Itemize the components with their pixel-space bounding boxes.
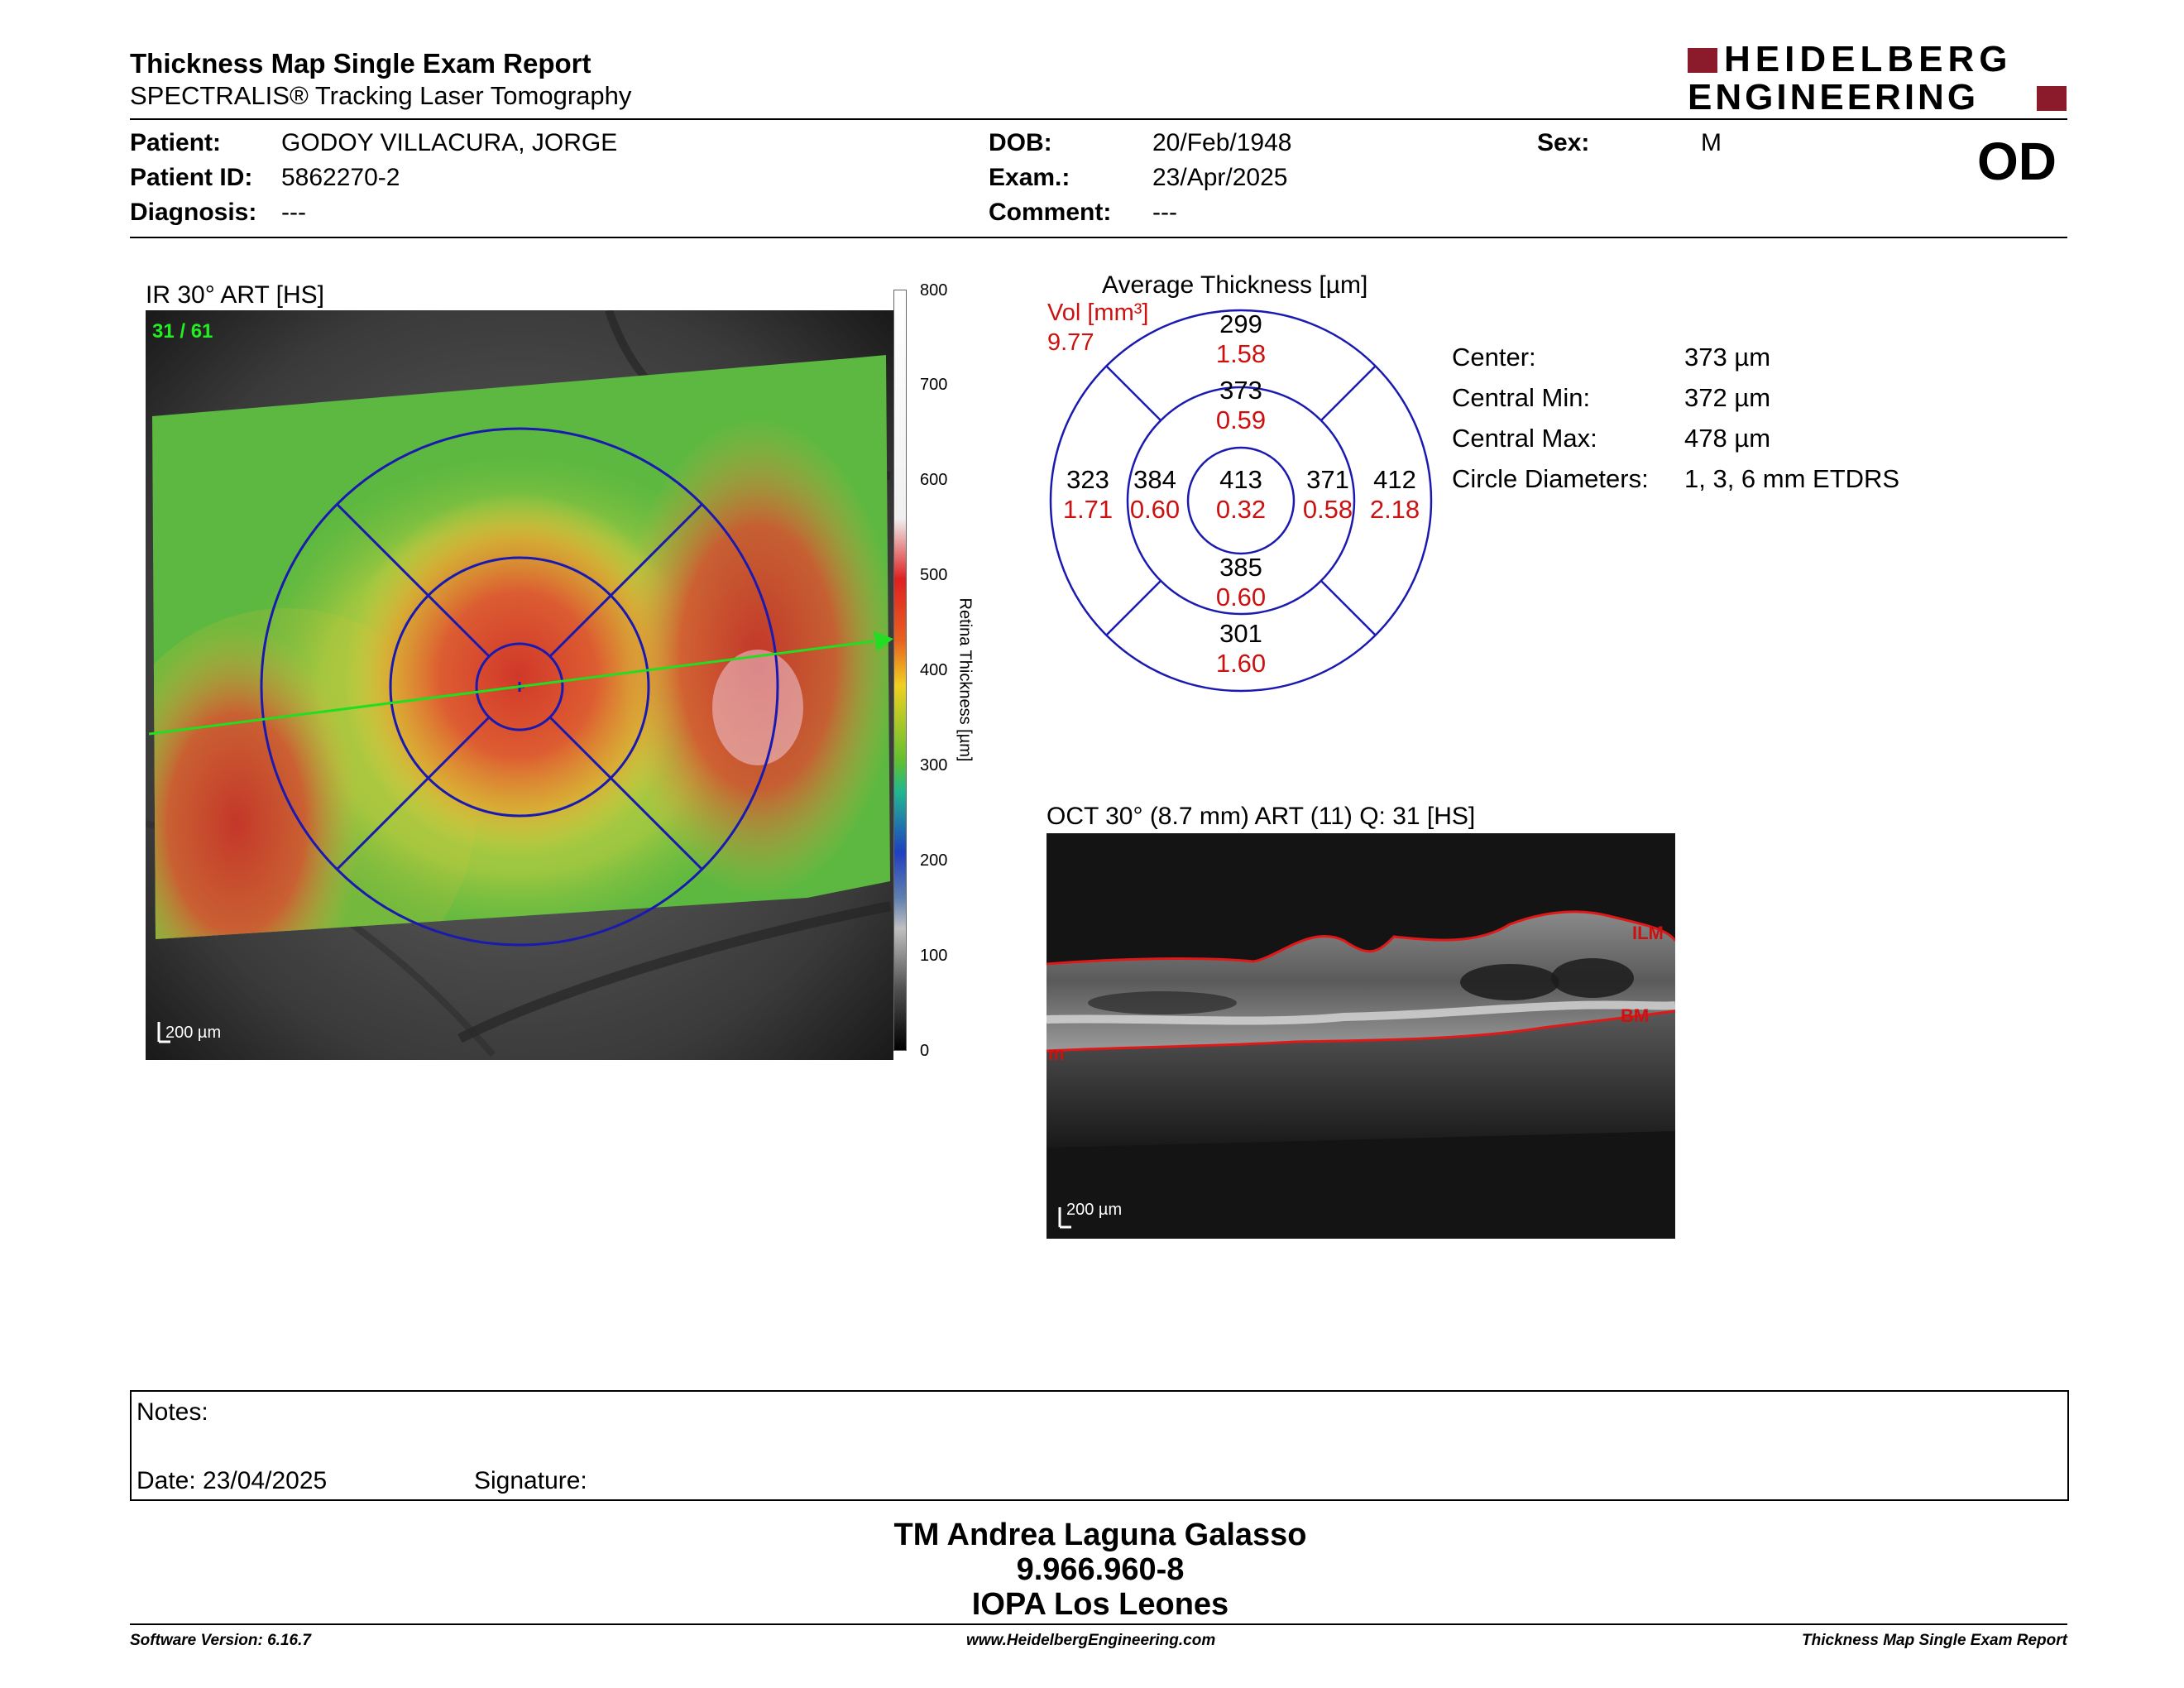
colorbar-tick: 600 bbox=[920, 471, 948, 489]
oct-bscan-svg bbox=[1046, 833, 1675, 1239]
volume-label: Vol [mm³] bbox=[1047, 300, 1149, 326]
report-subtitle: SPECTRALIS® Tracking Laser Tomography bbox=[130, 81, 632, 110]
etdrs-outer-left-volume: 1.71 bbox=[1062, 495, 1114, 524]
etdrs-outer-top-thickness: 299 bbox=[1219, 309, 1262, 338]
sex-label: Sex: bbox=[1537, 129, 1590, 156]
etdrs-inner-top-thickness: 373 bbox=[1219, 376, 1262, 405]
stat-central-min-value: 372 µm bbox=[1684, 383, 1771, 412]
signer-name: TM Andrea Laguna Galasso bbox=[893, 1518, 1307, 1552]
stat-central-max-value: 478 µm bbox=[1684, 424, 1771, 453]
colorbar-tick: 500 bbox=[920, 566, 948, 584]
colorbar-tick: 300 bbox=[920, 756, 948, 774]
etdrs-inner-bottom-thickness: 385 bbox=[1219, 553, 1262, 582]
etdrs-outer-left-thickness: 323 bbox=[1066, 465, 1109, 494]
etdrs-inner-top-volume: 0.59 bbox=[1215, 405, 1267, 434]
thickness-colorbar bbox=[893, 290, 907, 1051]
bm-line bbox=[1046, 1009, 1675, 1053]
oct-scale-label: 200 µm bbox=[1066, 1201, 1123, 1219]
stat-circle-diameters-label: Circle Diameters: bbox=[1452, 464, 1649, 493]
ir-thickness-map: 31 / 61 200 µm bbox=[144, 309, 893, 1060]
bm-label: BM bbox=[1621, 1005, 1650, 1026]
sex-value: M bbox=[1701, 129, 1722, 156]
exam-label: Exam.: bbox=[989, 164, 1070, 191]
ilm-line bbox=[1046, 910, 1675, 966]
dob-value: 20/Feb/1948 bbox=[1152, 129, 1292, 156]
ir-image-title: IR 30° ART [HS] bbox=[146, 281, 324, 309]
patient-name: GODOY VILLACURA, JORGE bbox=[281, 129, 618, 156]
ilm-label: ILM bbox=[1632, 923, 1664, 943]
website-link[interactable]: www.HeidelbergEngineering.com bbox=[966, 1632, 1216, 1649]
exam-value: 23/Apr/2025 bbox=[1152, 164, 1288, 191]
etdrs-center-volume: 0.32 bbox=[1215, 495, 1267, 524]
etdrs-center-thickness: 413 bbox=[1219, 465, 1262, 494]
oct-edge-mark: m bbox=[1048, 1043, 1065, 1064]
patient-label: Patient: bbox=[130, 129, 222, 156]
scan-line-arrow bbox=[148, 640, 874, 736]
colorbar-tick: 100 bbox=[920, 947, 948, 965]
notes-label: Notes: bbox=[136, 1398, 208, 1426]
etdrs-title: Average Thickness [µm] bbox=[1102, 271, 1368, 299]
footer-divider bbox=[130, 1623, 2067, 1625]
patient-id: 5862270-2 bbox=[281, 164, 400, 191]
patient-divider bbox=[130, 237, 2067, 238]
stat-central-min-label: Central Min: bbox=[1452, 383, 1591, 412]
heidelberg-logo: HEIDELBERG ENGINEERING bbox=[1688, 41, 2068, 117]
oct-image-title: OCT 30° (8.7 mm) ART (11) Q: 31 [HS] bbox=[1046, 803, 1476, 830]
etdrs-inner-left-thickness: 384 bbox=[1133, 465, 1176, 494]
dob-label: DOB: bbox=[989, 129, 1052, 156]
comment-label: Comment: bbox=[989, 199, 1112, 226]
etdrs-inner-bottom-volume: 0.60 bbox=[1215, 583, 1267, 611]
etdrs-inner-right-thickness: 371 bbox=[1306, 465, 1349, 494]
colorbar-axis-label: Retina Thickness [µm] bbox=[956, 597, 975, 762]
stat-central-max-label: Central Max: bbox=[1452, 424, 1597, 453]
etdrs-outer-right-volume: 2.18 bbox=[1369, 495, 1420, 524]
diagnosis-value: --- bbox=[281, 199, 306, 226]
colorbar-tick: 700 bbox=[920, 376, 948, 394]
header-divider bbox=[130, 118, 2067, 120]
etdrs-outer-right-thickness: 412 bbox=[1373, 465, 1416, 494]
stat-center-value: 373 µm bbox=[1684, 343, 1771, 372]
volume-total: 9.77 bbox=[1047, 329, 1094, 356]
signature-label: Signature: bbox=[474, 1467, 587, 1494]
etdrs-outer-top-volume: 1.58 bbox=[1215, 339, 1267, 368]
frame-counter: 31 / 61 bbox=[152, 320, 213, 343]
signer-place: IOPA Los Leones bbox=[971, 1587, 1229, 1622]
etdrs-inner-right-volume: 0.58 bbox=[1302, 495, 1353, 524]
etdrs-inner-left-volume: 0.60 bbox=[1129, 495, 1181, 524]
diagnosis-label: Diagnosis: bbox=[130, 199, 257, 226]
eye-laterality: OD bbox=[1977, 132, 2057, 191]
colorbar-tick: 400 bbox=[920, 661, 948, 679]
signer-id: 9.966.960-8 bbox=[1016, 1552, 1185, 1587]
patient-id-label: Patient ID: bbox=[130, 164, 253, 191]
notes-date: Date: 23/04/2025 bbox=[136, 1467, 328, 1494]
fundus-thickness-svg bbox=[144, 309, 893, 1060]
report-title: Thickness Map Single Exam Report bbox=[130, 48, 592, 79]
colorbar-tick: 200 bbox=[920, 851, 948, 870]
comment-value: --- bbox=[1152, 199, 1177, 226]
footer-report-name: Thickness Map Single Exam Report bbox=[1802, 1632, 2067, 1649]
etdrs-outer-bottom-volume: 1.60 bbox=[1215, 649, 1267, 678]
etdrs-chart bbox=[1049, 309, 1433, 693]
oct-bscan: ILM BM m 200 µm bbox=[1046, 833, 1675, 1239]
colorbar-tick: 800 bbox=[920, 281, 948, 300]
software-version: Software Version: 6.16.7 bbox=[130, 1632, 311, 1649]
colorbar-tick: 0 bbox=[920, 1042, 930, 1060]
stat-center-label: Center: bbox=[1452, 343, 1536, 372]
ir-scale-label: 200 µm bbox=[165, 1024, 222, 1042]
notes-box bbox=[130, 1390, 2069, 1501]
etdrs-outer-bottom-thickness: 301 bbox=[1219, 619, 1262, 648]
stat-circle-diameters-value: 1, 3, 6 mm ETDRS bbox=[1684, 464, 1900, 493]
